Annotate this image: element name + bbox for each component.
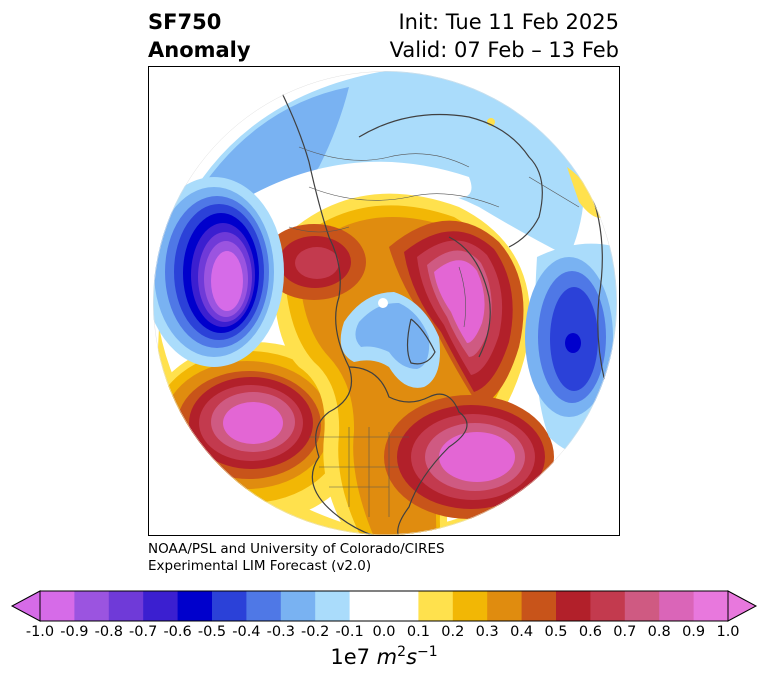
units-prefix: 1e7 bbox=[330, 645, 377, 669]
colorbar-segment bbox=[143, 591, 179, 621]
colorbar-tick-label: -1.0 bbox=[25, 624, 55, 640]
colorbar-scale bbox=[10, 590, 758, 622]
colorbar-segment bbox=[624, 591, 660, 621]
colorbar-segment bbox=[452, 591, 488, 621]
colorbar-tick-label: 0.3 bbox=[475, 624, 499, 640]
colorbar-extend-high bbox=[727, 590, 758, 622]
atlantic-positive-center bbox=[384, 395, 554, 519]
colorbar-segment bbox=[315, 591, 351, 621]
colorbar-segment bbox=[177, 591, 213, 621]
colorbar-tick-label: -0.3 bbox=[266, 624, 295, 640]
colorbar-frame bbox=[39, 590, 729, 622]
colorbar bbox=[10, 588, 758, 628]
colorbar-units: 1e7 m2s−1 bbox=[0, 644, 768, 669]
colorbar-segment bbox=[349, 591, 385, 621]
colorbar-segment bbox=[74, 591, 110, 621]
colorbar-tick-label: 0.0 bbox=[372, 624, 396, 640]
colorbar-tick-label: 0.8 bbox=[647, 624, 671, 640]
colorbar-segment bbox=[40, 591, 75, 621]
polar-map bbox=[148, 66, 620, 536]
colorbar-tick-label: 0.2 bbox=[441, 624, 465, 640]
map-title: SF750 Anomaly bbox=[148, 8, 251, 64]
colorbar-tick-label: -0.2 bbox=[301, 624, 330, 640]
colorbar-segment bbox=[556, 591, 591, 621]
units-s: s bbox=[406, 645, 418, 669]
colorbar-ticks: -1.0 -0.9 -0.8 -0.7 -0.6 -0.5 -0.4 -0.3 -0.2 -0.1… bbox=[0, 624, 768, 646]
colorbar-segment bbox=[659, 591, 695, 621]
variable-name: SF750 bbox=[148, 10, 222, 34]
colorbar-tick-label: 0.7 bbox=[613, 624, 637, 640]
colorbar-tick-label: 0.4 bbox=[510, 624, 534, 640]
colorbar-tick-label: -0.4 bbox=[232, 624, 261, 640]
init-date: Init: Tue 11 Feb 2025 bbox=[398, 10, 619, 34]
credit-line-2: Experimental LIM Forecast (v2.0) bbox=[148, 558, 372, 574]
europe-positive-center bbox=[389, 220, 524, 407]
data-credit: NOAA/PSL and University of Colorado/CIRE… bbox=[148, 541, 445, 575]
colorbar-tick-label: 0.6 bbox=[578, 624, 602, 640]
credit-line-1: NOAA/PSL and University of Colorado/CIRE… bbox=[148, 541, 445, 557]
colorbar-extend-low bbox=[10, 590, 41, 622]
colorbar-tick-label: -0.9 bbox=[60, 624, 89, 640]
colorbar-tick-label: -0.5 bbox=[197, 624, 227, 640]
colorbar-segment bbox=[212, 591, 247, 621]
field-type: Anomaly bbox=[148, 38, 251, 62]
colorbar-tick-label: 1.0 bbox=[716, 624, 740, 640]
units-exp-s: −1 bbox=[417, 644, 438, 660]
colorbar-segment bbox=[487, 591, 523, 621]
colorbar-tick-label: 0.1 bbox=[406, 624, 430, 640]
colorbar-tick-label: 0.5 bbox=[544, 624, 568, 640]
colorbar-segment bbox=[521, 591, 557, 621]
valid-range: Valid: 07 Feb – 13 Feb bbox=[389, 38, 619, 62]
units-exp-m: 2 bbox=[397, 644, 407, 660]
units-m: m bbox=[376, 645, 398, 669]
east-negative-center bbox=[525, 243, 617, 455]
colorbar-tick-label: -0.1 bbox=[335, 624, 364, 640]
political-borders bbox=[288, 126, 590, 517]
contour-fill bbox=[153, 71, 617, 535]
colorbar-tick-label: 0.9 bbox=[682, 624, 706, 640]
pacific-negative-center bbox=[153, 177, 284, 367]
colorbar-segment bbox=[246, 591, 282, 621]
colorbar-tick-label: -0.6 bbox=[163, 624, 192, 640]
colorbar-tick-label: -0.8 bbox=[94, 624, 123, 640]
colorbar-segment bbox=[108, 591, 144, 621]
colorbar-segment bbox=[693, 591, 729, 621]
anomaly-contour-map bbox=[153, 71, 617, 535]
forecast-dates: Init: Tue 11 Feb 2025 Valid: 07 Feb – 13… bbox=[390, 8, 619, 64]
colorbar-segment bbox=[280, 591, 316, 621]
colorbar-segment bbox=[384, 591, 419, 621]
colorbar-segment bbox=[418, 591, 454, 621]
colorbar-segment bbox=[590, 591, 626, 621]
colorbar-tick-label: -0.7 bbox=[129, 624, 158, 640]
